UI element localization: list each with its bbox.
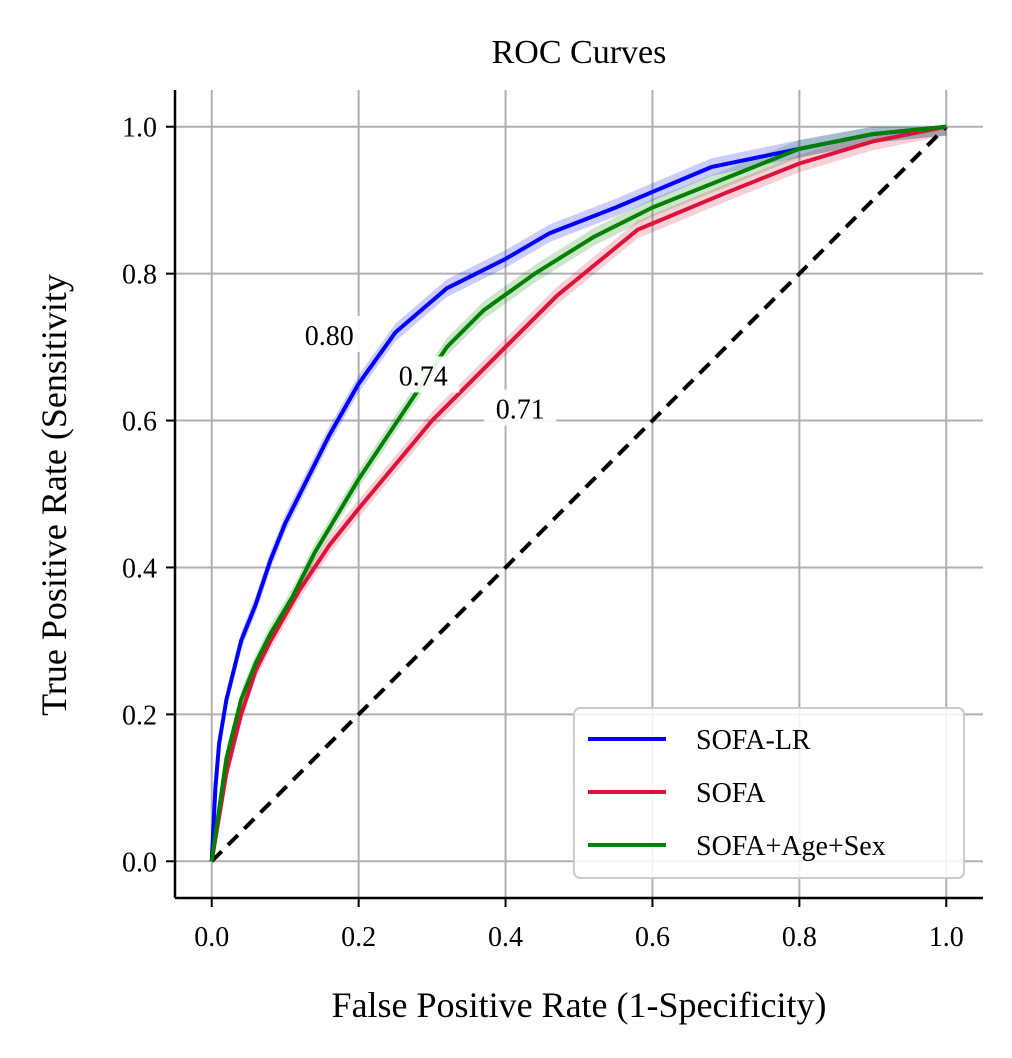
legend-label-0: SOFA-LR [696,725,811,756]
y-tick-label-3: 0.6 [122,407,157,438]
auc-label-1: 0.74 [399,361,448,392]
x-tick-label-3: 0.6 [635,922,670,953]
series-line-2 [209,124,947,862]
y-axis-label: True Positive Rate (Sensitivity [34,274,74,716]
grid-lines [175,90,983,898]
x-tick-label-5: 1.0 [929,922,964,953]
auc-label-bg-0 [293,316,366,353]
reference-diagonal [210,125,948,863]
x-tick-label-0: 0.0 [194,922,229,953]
y-tick-label-1: 0.2 [122,700,157,731]
auc-label-bg-1 [387,356,460,393]
legend: SOFA-LR SOFA SOFA+Age+Sex [573,707,965,879]
y-tick-label-0: 0.0 [122,847,157,878]
legend-label-1: SOFA [696,778,766,809]
axes [166,90,983,907]
legend-label-2: SOFA+Age+Sex [696,831,886,862]
confidence-bands [211,126,947,862]
diagonal-line [210,125,948,863]
tick-labels: 0.0 0.2 0.4 0.6 0.8 1.0 0.0 0.2 0.4 0.6 0.8 1.0 [122,113,964,953]
x-tick-label-2: 0.4 [488,922,523,953]
x-tick-label-1: 0.2 [341,922,376,953]
y-tick-label-5: 1.0 [122,113,157,144]
y-tick-label-4: 0.8 [122,260,157,291]
legend-box [573,707,965,879]
series-line-0 [209,124,947,862]
auc-label-0: 0.80 [305,321,354,352]
auc-annotations: 0.80 0.74 0.71 [293,316,557,426]
series-lines [209,124,947,862]
x-tick-label-4: 0.8 [782,922,817,953]
series-band-1 [211,126,947,862]
auc-label-bg-2 [484,389,557,426]
y-tick-label-2: 0.4 [122,553,157,584]
chart-title: ROC Curves [492,34,667,71]
x-axis-label: False Positive Rate (1-Specificity) [332,985,827,1025]
auc-label-2: 0.71 [496,395,545,426]
series-line-1 [209,124,947,862]
